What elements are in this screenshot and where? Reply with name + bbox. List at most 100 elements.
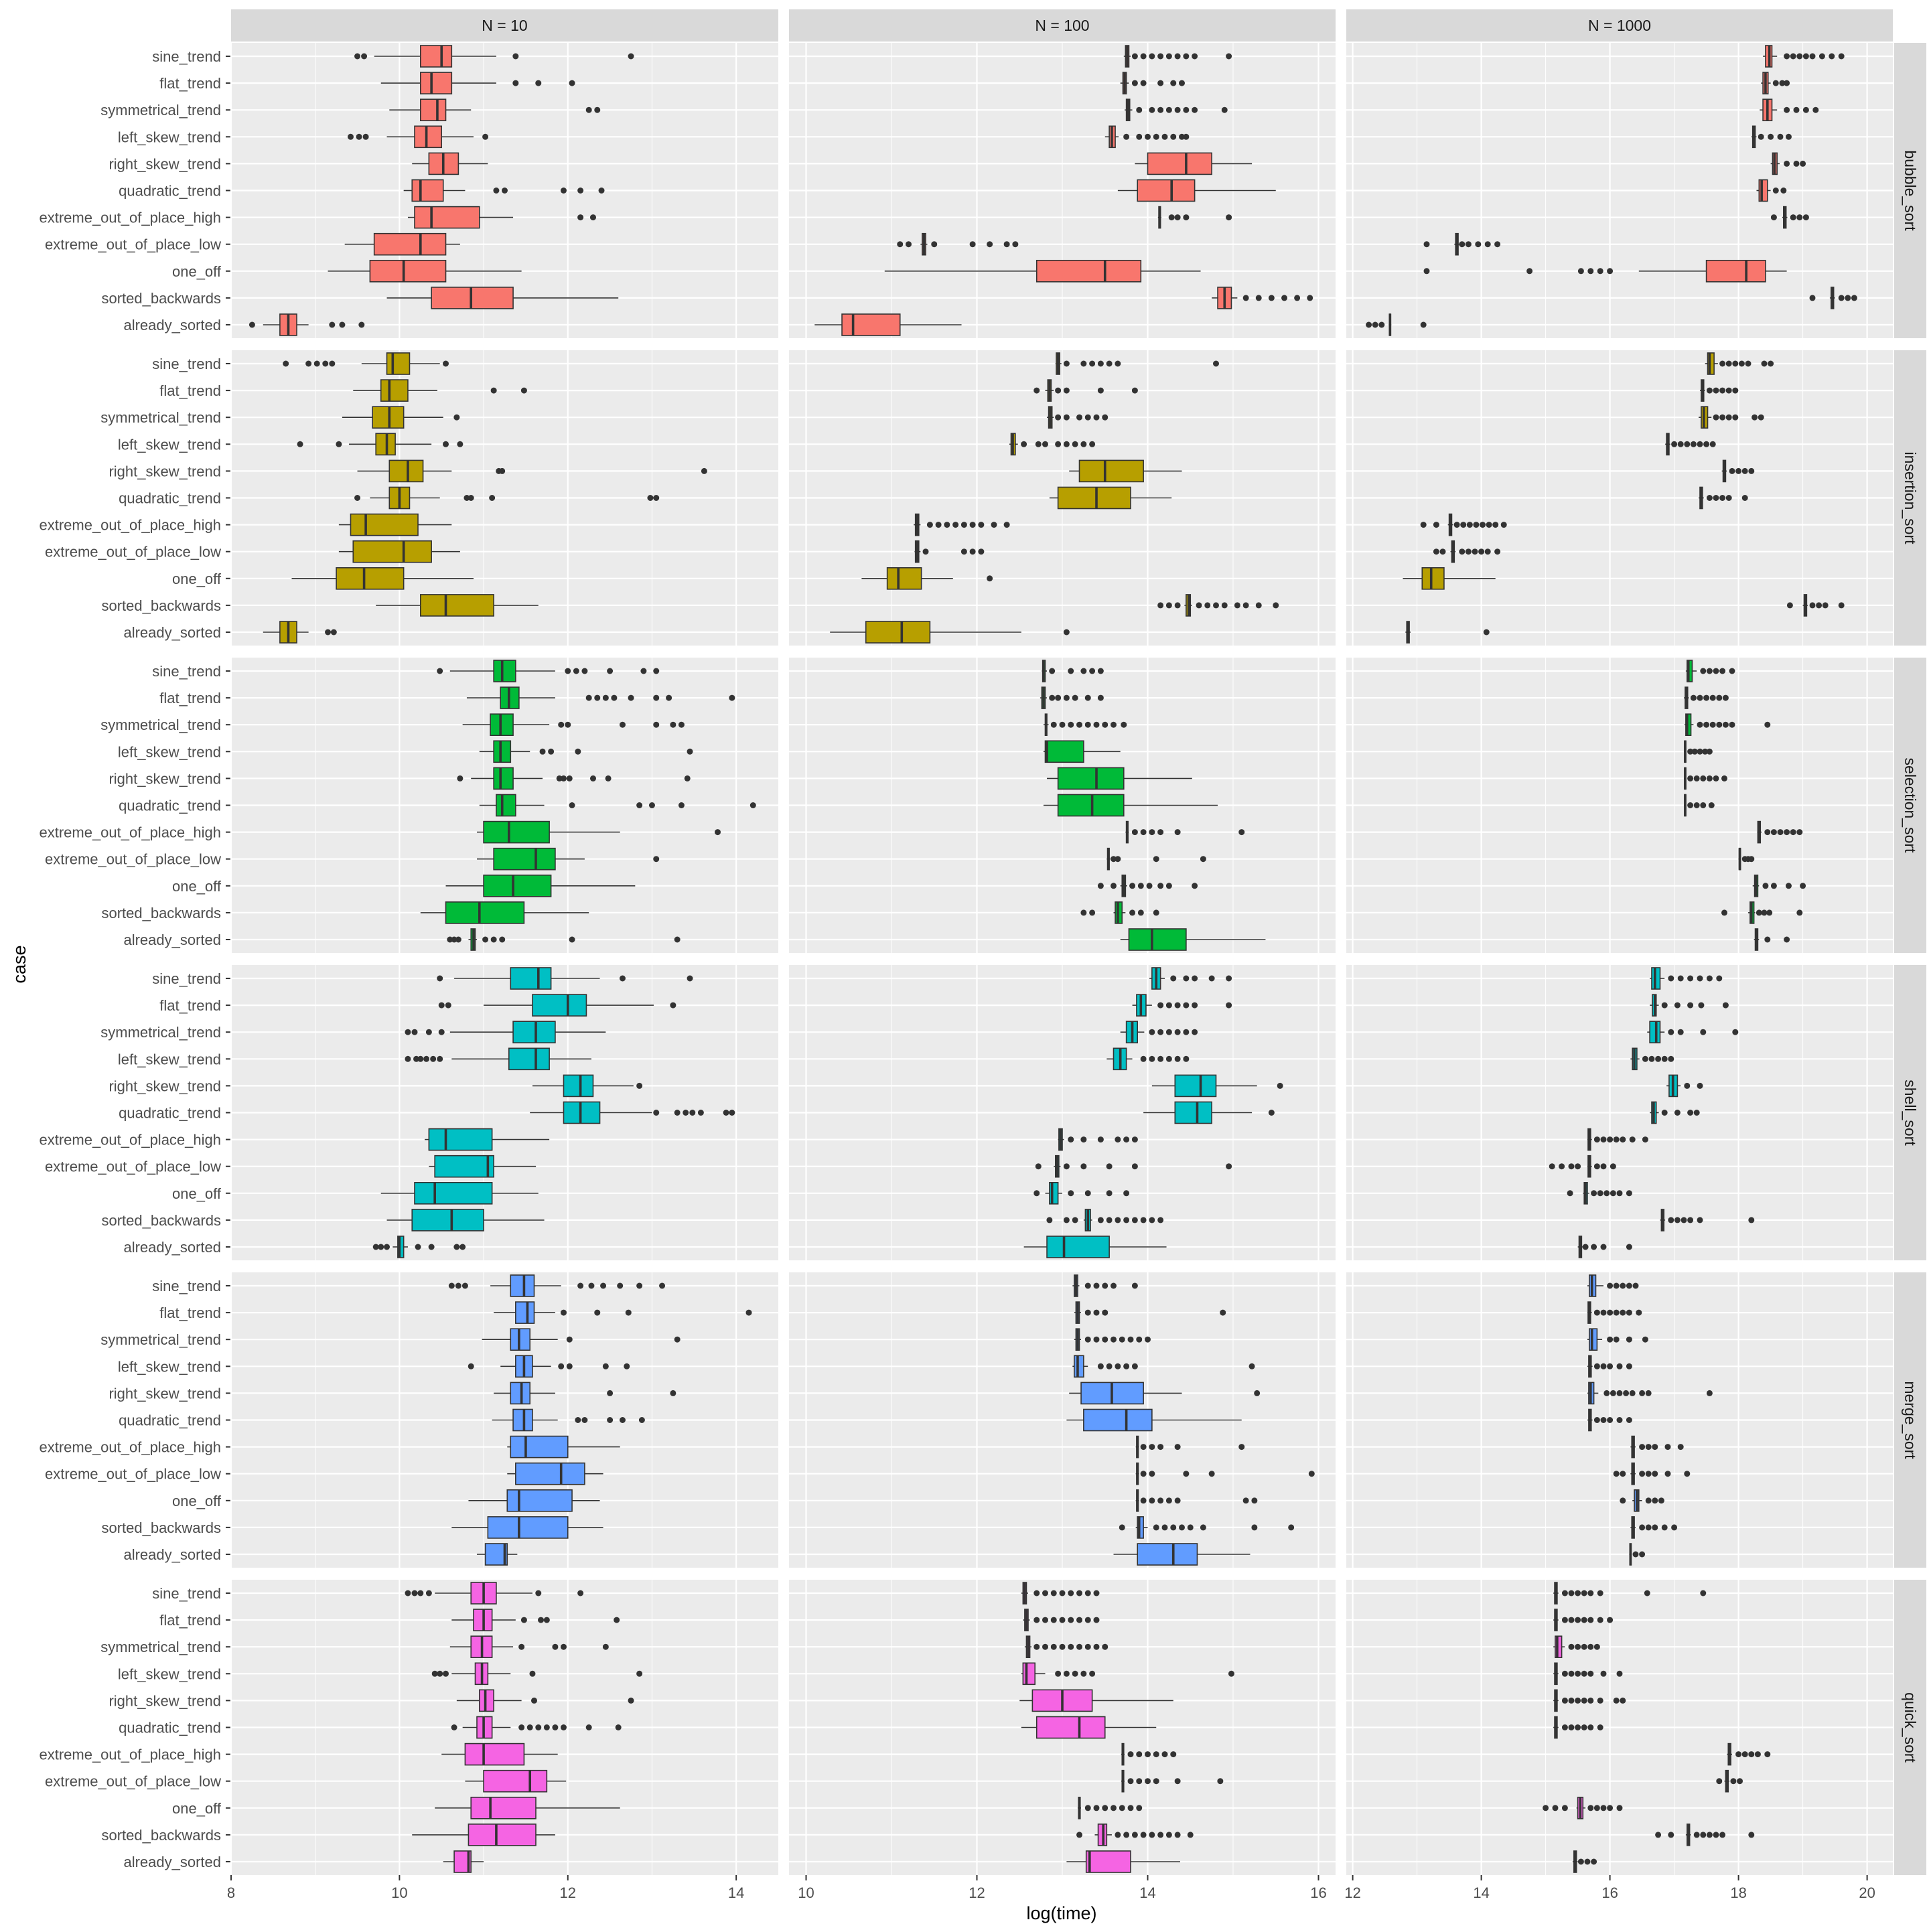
- outlier-point: [520, 387, 527, 394]
- outlier-point: [415, 1244, 421, 1250]
- outlier-point: [1549, 1163, 1555, 1170]
- outlier-point: [1170, 1524, 1177, 1531]
- outlier-point: [687, 748, 693, 755]
- outlier-point: [1577, 268, 1584, 275]
- outlier-point: [1183, 106, 1190, 113]
- outlier-point: [1131, 829, 1138, 836]
- outlier-point: [1035, 441, 1042, 447]
- outlier-point: [1483, 629, 1490, 636]
- outlier-point: [459, 1244, 466, 1250]
- box-one-off: [1543, 1797, 1623, 1819]
- outlier-point: [1725, 387, 1732, 394]
- box-sine-trend: [1685, 660, 1735, 682]
- outlier-point: [1597, 268, 1603, 275]
- box-quadratic-trend: [1043, 794, 1218, 817]
- outlier-point: [1741, 1751, 1748, 1758]
- outlier-point: [1561, 1697, 1568, 1704]
- outlier-point: [362, 133, 369, 140]
- box-extreme-out-of-place-low: [914, 540, 985, 563]
- outlier-point: [1790, 53, 1796, 60]
- outlier-point: [248, 321, 255, 328]
- facet-label-n-1000: N = 1000: [1588, 17, 1651, 34]
- outlier-point: [1700, 775, 1707, 782]
- box-iqr: [350, 513, 419, 536]
- box-iqr: [420, 98, 447, 121]
- outlier-point: [1613, 1282, 1620, 1289]
- outlier-point: [1809, 295, 1816, 301]
- outlier-point: [1764, 1751, 1771, 1758]
- outlier-point: [1129, 909, 1136, 916]
- box-symmetrical-trend: [1760, 98, 1819, 121]
- outlier-point: [1042, 1617, 1048, 1623]
- box-flat-trend: [1120, 72, 1185, 94]
- panel-selection-sort-n-1000: [1346, 658, 1893, 953]
- outlier-point: [482, 936, 489, 943]
- outlier-point: [447, 936, 453, 943]
- outlier-point: [619, 975, 626, 982]
- outlier-point: [1228, 1670, 1234, 1677]
- box-extreme-out-of-place-low: [897, 232, 1019, 256]
- box-sine-trend: [283, 352, 449, 375]
- outlier-point: [1587, 1590, 1594, 1596]
- outlier-point: [1593, 1136, 1600, 1143]
- box-iqr: [510, 1328, 531, 1351]
- category-label-quadratic-trend: quadratic_trend: [119, 490, 221, 507]
- outlier-point: [1687, 1217, 1694, 1223]
- outlier-point: [453, 414, 460, 421]
- outlier-point: [1111, 856, 1117, 863]
- box-symmetrical-trend: [1120, 1021, 1198, 1043]
- outlier-point: [1208, 1471, 1215, 1477]
- outlier-point: [1165, 53, 1172, 60]
- outlier-point: [1106, 360, 1113, 367]
- box-extreme-out-of-place-high: [1587, 1128, 1648, 1151]
- outlier-point: [1642, 1055, 1648, 1062]
- box-one-off: [1097, 875, 1198, 897]
- outlier-point: [1063, 441, 1070, 447]
- outlier-point: [1145, 1778, 1151, 1785]
- outlier-point: [653, 495, 660, 501]
- row-strip-selection-sort: [1894, 658, 1926, 953]
- outlier-point: [1136, 1751, 1143, 1758]
- outlier-point: [1433, 548, 1439, 555]
- outlier-point: [1097, 668, 1104, 674]
- outlier-point: [1102, 721, 1109, 728]
- outlier-point: [405, 1055, 411, 1062]
- box-iqr: [411, 179, 444, 202]
- category-label-right-skew-trend: right_skew_trend: [109, 1385, 221, 1402]
- outlier-point: [1140, 53, 1147, 60]
- outlier-point: [1157, 1002, 1164, 1009]
- outlier-point: [1080, 1670, 1087, 1677]
- outlier-point: [1137, 883, 1144, 889]
- outlier-point: [1157, 602, 1164, 609]
- outlier-point: [1366, 321, 1372, 328]
- category-label-sorted-backwards: sorted_backwards: [101, 597, 221, 614]
- outlier-point: [1645, 1497, 1652, 1504]
- outlier-point: [1204, 602, 1211, 609]
- outlier-point: [1706, 1390, 1713, 1396]
- outlier-point: [1568, 1163, 1575, 1170]
- outlier-point: [602, 1643, 609, 1650]
- outlier-point: [1691, 748, 1698, 755]
- outlier-point: [1145, 1336, 1151, 1343]
- outlier-point: [1645, 1390, 1652, 1396]
- outlier-point: [1752, 414, 1758, 421]
- outlier-point: [1639, 1444, 1646, 1451]
- box-symmetrical-trend: [1125, 98, 1228, 121]
- box-sine-trend: [1763, 45, 1845, 68]
- outlier-point: [1613, 1309, 1620, 1316]
- outlier-point: [1719, 495, 1726, 501]
- row-label-bubble-sort: bubble_sort: [1902, 150, 1919, 231]
- box-iqr: [490, 713, 514, 736]
- box-right-skew-trend: [357, 459, 707, 483]
- box-left-skew-trend: [1665, 433, 1716, 456]
- outlier-point: [1136, 1336, 1143, 1343]
- box-already-sorted: [1572, 1850, 1597, 1873]
- box-left-skew-trend: [1630, 1047, 1674, 1071]
- category-label-flat-trend: flat_trend: [159, 382, 221, 399]
- box-extreme-out-of-place-high: [1125, 820, 1245, 844]
- outlier-point: [1003, 522, 1010, 528]
- box-sine-trend: [1587, 1274, 1639, 1297]
- outlier-point: [636, 1282, 643, 1289]
- outlier-point: [1089, 909, 1096, 916]
- outlier-point: [1106, 1163, 1113, 1170]
